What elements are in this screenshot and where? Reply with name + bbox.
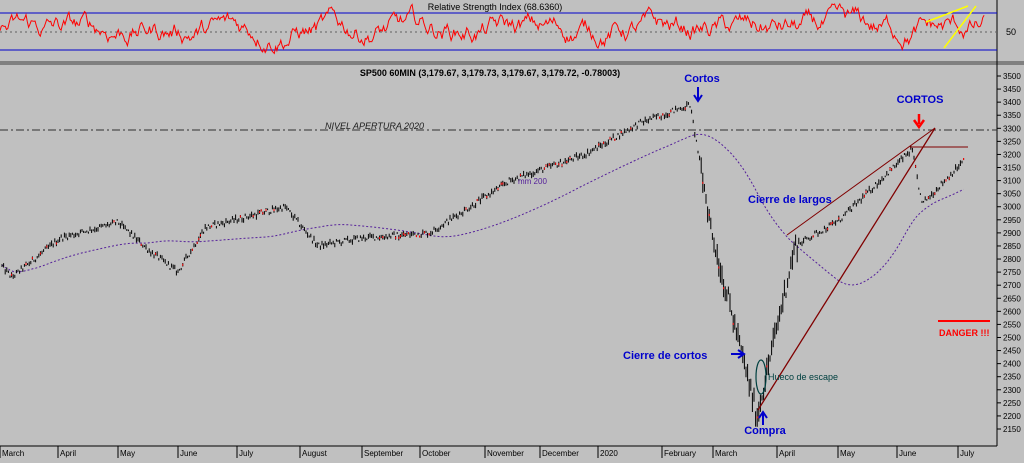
x-tick-label: December	[542, 449, 579, 458]
x-tick-label: September	[364, 449, 403, 458]
y-tick-label: 2900	[1003, 229, 1021, 238]
x-tick-label: November	[487, 449, 524, 458]
x-tick-label: June	[180, 449, 198, 458]
y-tick-label: 2150	[1003, 425, 1021, 434]
level-label: NIVEL APERTURA 2020	[325, 121, 424, 131]
y-tick-label: 2550	[1003, 320, 1021, 329]
arrow-up-icon	[758, 410, 768, 425]
danger-label: DANGER !!!	[939, 328, 990, 338]
escape-gap-ellipse	[755, 359, 767, 395]
x-tick-label: 2020	[600, 449, 618, 458]
y-tick-label: 2450	[1003, 347, 1021, 356]
arrow-down-icon	[693, 87, 703, 103]
channel-trendline	[786, 127, 936, 236]
arrow-right-icon	[731, 349, 746, 359]
annotation-compra: Compra	[744, 425, 786, 437]
y-tick-label: 3300	[1003, 124, 1021, 133]
y-tick-label: 2850	[1003, 242, 1021, 251]
x-tick-label: August	[302, 449, 328, 458]
y-tick-label: 2400	[1003, 360, 1021, 369]
y-tick-label: 2800	[1003, 255, 1021, 264]
x-tick-label: July	[239, 449, 253, 458]
y-tick-label: 2200	[1003, 412, 1021, 421]
annotation-hueco: Hueco de escape	[768, 372, 838, 382]
rsi-trendline-lower	[943, 5, 977, 49]
y-tick-label: 2250	[1003, 399, 1021, 408]
annotation-cierre-largos: Cierre de largos	[748, 194, 832, 206]
price-panel	[0, 66, 997, 446]
y-tick-label: 2700	[1003, 281, 1021, 290]
rsi-trendline-upper	[925, 5, 969, 23]
x-tick-label: March	[715, 449, 737, 458]
x-tick-label: April	[60, 449, 76, 458]
x-tick-label: October	[422, 449, 451, 458]
price-axis: 2150 2200 2250 2300 2350 2400 2450 2500 2550 2600…	[997, 72, 1021, 434]
y-tick-label: 3250	[1003, 137, 1021, 146]
x-tick-label: July	[960, 449, 974, 458]
y-tick-label: 2500	[1003, 333, 1021, 342]
annotation-cortos: Cortos	[684, 73, 719, 85]
moving-average-line	[1, 133, 964, 286]
y-tick-label: 3200	[1003, 150, 1021, 159]
y-tick-label: 3100	[1003, 177, 1021, 186]
rsi-line	[0, 2, 985, 55]
x-tick-label: May	[120, 449, 135, 458]
support-trendline	[757, 127, 936, 411]
y-tick-label: 3350	[1003, 111, 1021, 120]
main-title: SP500 60MIN (3,179.67, 3,179.73, 3,179.6…	[360, 68, 620, 78]
x-tick-label: February	[664, 449, 696, 458]
y-tick-label: 3150	[1003, 164, 1021, 173]
x-tick-label: May	[840, 449, 855, 458]
arrow-down-icon	[912, 114, 926, 130]
rsi-title: Relative Strength Index (68.6360)	[428, 2, 563, 12]
y-tick-label: 2650	[1003, 294, 1021, 303]
y-tick-label: 2750	[1003, 268, 1021, 277]
y-tick-label: 3400	[1003, 98, 1021, 107]
y-tick-label: 2350	[1003, 373, 1021, 382]
candles	[1, 101, 965, 427]
y-tick-label: 3000	[1003, 203, 1021, 212]
y-tick-label: 3450	[1003, 85, 1021, 94]
y-tick-label: 3500	[1003, 72, 1021, 81]
y-tick-label: 3050	[1003, 190, 1021, 199]
rsi-axis-label: 50	[1006, 27, 1016, 37]
y-tick-label: 2950	[1003, 216, 1021, 225]
y-tick-label: 2600	[1003, 307, 1021, 316]
x-tick-label: April	[779, 449, 795, 458]
time-axis: March April May June July August September Octo…	[0, 445, 997, 458]
annotation-cierre-cortos: Cierre de cortos	[623, 350, 707, 362]
y-tick-label: 2300	[1003, 386, 1021, 395]
annotation-cortos-upper: CORTOS	[897, 94, 944, 106]
x-tick-label: March	[2, 449, 24, 458]
x-tick-label: June	[899, 449, 917, 458]
mm200-label: mm 200	[518, 177, 547, 186]
